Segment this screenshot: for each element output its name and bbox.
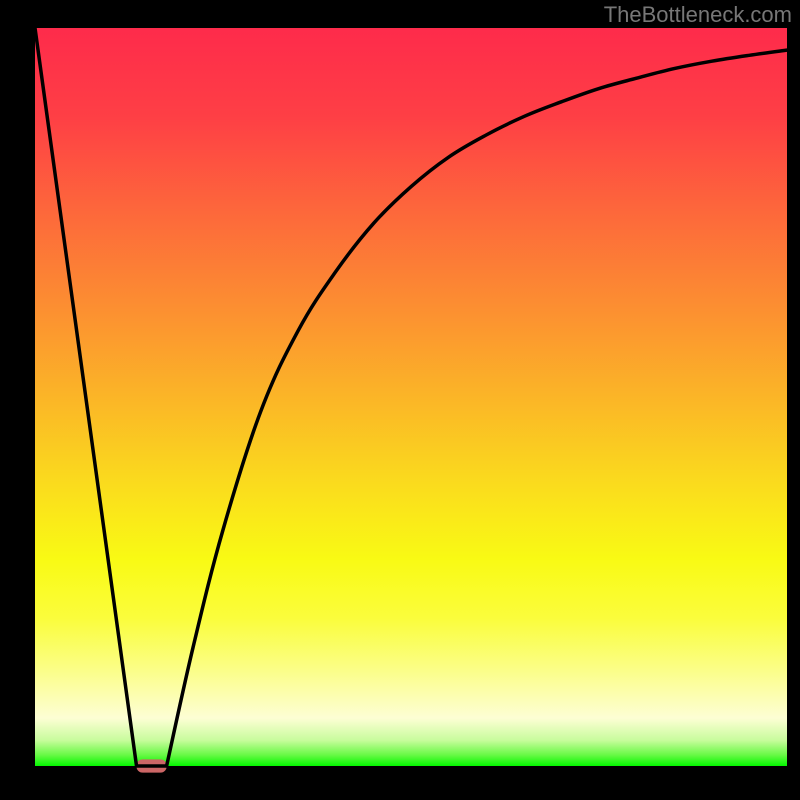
plot-background — [35, 28, 787, 766]
chart-container: TheBottleneck.com — [0, 0, 800, 800]
chart-svg — [0, 0, 800, 800]
watermark-text: TheBottleneck.com — [604, 2, 792, 28]
